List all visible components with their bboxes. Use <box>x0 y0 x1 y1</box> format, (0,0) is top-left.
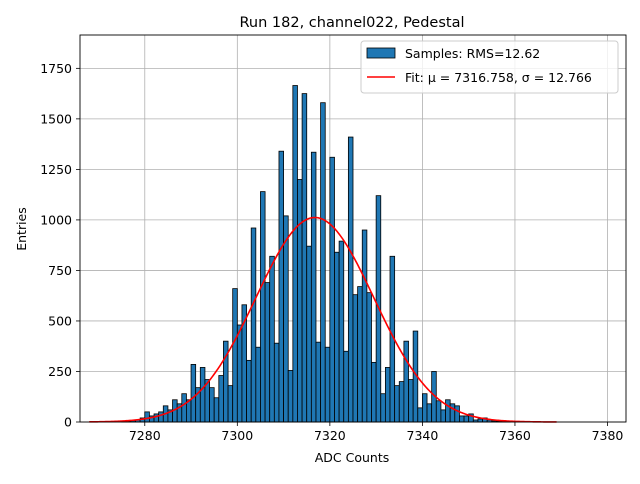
histogram-bar <box>478 419 483 422</box>
x-tick-label: 7380 <box>592 428 624 443</box>
legend-label-fit: Fit: μ = 7316.758, σ = 12.766 <box>405 70 592 85</box>
histogram-bar <box>464 416 469 422</box>
x-tick-label: 7340 <box>407 428 439 443</box>
histogram-bar <box>260 192 265 422</box>
histogram-bar <box>399 382 404 422</box>
y-axis-label: Entries <box>14 207 29 251</box>
histogram-bar <box>154 414 159 422</box>
y-tick-label: 1250 <box>40 162 72 177</box>
x-tick-label: 7320 <box>314 428 346 443</box>
x-tick-label: 7300 <box>221 428 253 443</box>
legend-swatch-samples <box>367 48 395 58</box>
y-tick-label: 1750 <box>40 61 72 76</box>
histogram-bar <box>228 386 233 422</box>
histogram-bar <box>307 246 312 422</box>
histogram-bar <box>247 360 252 422</box>
histogram-bar <box>210 388 215 422</box>
histogram-bar <box>274 343 279 422</box>
y-tick-label: 1500 <box>40 111 72 126</box>
histogram-bar <box>251 228 256 422</box>
x-tick-label: 7360 <box>499 428 531 443</box>
histogram-bar <box>418 408 423 422</box>
histogram-bar <box>182 394 187 422</box>
histogram-bar <box>265 283 270 422</box>
histogram-bar <box>302 94 307 422</box>
histogram-bar <box>284 216 289 422</box>
histogram-bar <box>256 347 261 422</box>
histogram-bar <box>339 241 344 422</box>
histogram-bar <box>348 137 353 422</box>
histogram-bar <box>455 406 460 422</box>
histogram-bar <box>344 351 349 422</box>
legend: Samples: RMS=12.62 Fit: μ = 7316.758, σ … <box>361 41 618 93</box>
y-tick-label: 750 <box>48 263 72 278</box>
histogram-bar <box>404 341 409 422</box>
x-tick-label: 7280 <box>129 428 161 443</box>
histogram-bar <box>381 394 386 422</box>
histogram-bar <box>395 386 400 422</box>
histogram-bar <box>270 256 275 422</box>
y-tick-label: 500 <box>48 313 72 328</box>
histogram-bar <box>334 252 339 422</box>
y-tick-label: 1000 <box>40 212 72 227</box>
histogram-bar <box>237 325 242 422</box>
histogram-bar <box>288 370 293 422</box>
histogram-bar <box>219 376 224 422</box>
histogram-bar <box>362 230 367 422</box>
histogram-bar <box>297 179 302 422</box>
histogram-bar <box>316 342 321 422</box>
x-axis-label: ADC Counts <box>315 450 390 465</box>
histogram-bar <box>311 152 316 422</box>
histogram-bar <box>233 289 238 422</box>
histogram-bar <box>353 295 358 422</box>
histogram-bar <box>325 347 330 422</box>
y-tick-label: 250 <box>48 364 72 379</box>
histogram-bar <box>214 398 219 422</box>
histogram-bar <box>279 151 284 422</box>
histogram-bar <box>367 293 372 422</box>
histogram-bar <box>446 400 451 422</box>
histogram-bar <box>436 401 441 422</box>
histogram-bar <box>450 404 455 422</box>
histogram-bar <box>358 287 363 422</box>
legend-label-samples: Samples: RMS=12.62 <box>405 46 540 61</box>
histogram-bar <box>409 380 414 422</box>
histogram-bar <box>330 157 335 422</box>
y-tick-label: 0 <box>64 415 72 430</box>
histogram-bar <box>321 103 326 422</box>
histogram-bar <box>441 410 446 422</box>
histogram-bar <box>293 86 298 422</box>
histogram-bar <box>191 364 196 422</box>
histogram-bar <box>459 416 464 422</box>
histogram-bar <box>427 404 432 422</box>
histogram-bar <box>385 367 390 422</box>
histogram-bar <box>200 367 205 422</box>
chart-title: Run 182, channel022, Pedestal <box>239 15 464 31</box>
histogram-bar <box>159 412 164 422</box>
histogram-bar <box>372 362 377 422</box>
histogram-bar <box>422 394 427 422</box>
histogram-bar <box>145 412 150 422</box>
